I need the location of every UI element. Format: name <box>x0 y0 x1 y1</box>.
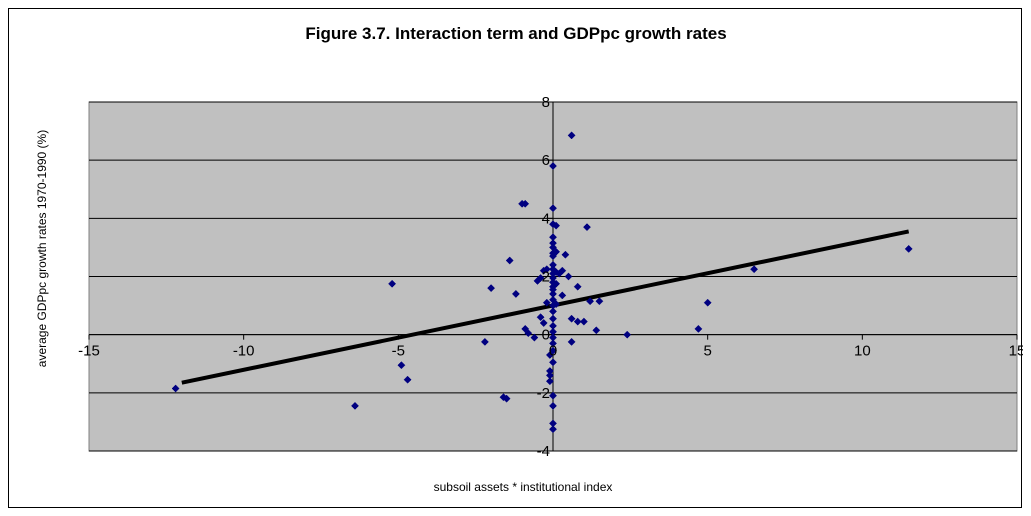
data-points <box>171 131 913 434</box>
data-point <box>567 131 576 140</box>
data-point <box>542 298 551 307</box>
data-point <box>549 425 557 434</box>
data-point <box>904 244 913 253</box>
data-point <box>586 297 595 306</box>
data-point <box>579 317 588 326</box>
data-point <box>573 317 582 326</box>
chart-title: Figure 3.7. Interaction term and GDPpc g… <box>305 24 726 43</box>
x-tick-label: 0 <box>549 343 557 360</box>
y-tick-label: 4 <box>542 210 550 227</box>
data-point <box>539 319 548 327</box>
data-point <box>524 329 533 338</box>
data-point <box>592 326 601 335</box>
data-point <box>388 279 397 288</box>
data-point <box>536 274 545 282</box>
data-point <box>567 314 576 323</box>
x-tick-label: 15 <box>1009 343 1023 360</box>
x-tick-label: 5 <box>703 343 711 360</box>
data-point <box>552 247 561 256</box>
data-point <box>403 375 412 384</box>
data-point <box>558 291 567 300</box>
x-tick-label: -15 <box>78 343 100 360</box>
data-point <box>549 204 557 213</box>
data-point <box>511 289 520 298</box>
data-point <box>530 333 539 342</box>
data-point <box>487 284 496 293</box>
y-tick-label: 0 <box>542 327 550 344</box>
data-point <box>549 358 557 367</box>
y-tick-label: -4 <box>537 443 550 460</box>
data-point <box>595 297 604 306</box>
data-point <box>536 313 545 322</box>
data-point <box>549 401 557 410</box>
data-point <box>521 199 530 208</box>
data-point <box>542 265 551 274</box>
chart-svg: Figure 3.7. Interaction term and GDPpc g… <box>35 24 1023 494</box>
data-point <box>573 282 582 291</box>
data-point <box>567 337 576 346</box>
data-point <box>561 250 570 259</box>
chart-frame: Figure 3.7. Interaction term and GDPpc g… <box>8 8 1023 508</box>
data-point <box>505 256 514 265</box>
x-axis-title: subsoil assets * institutional index <box>434 480 613 494</box>
x-tick-label: -5 <box>392 343 405 360</box>
data-point <box>623 330 632 339</box>
y-axis-title: average GDPpc growth rates 1970-1990 (%) <box>35 130 49 367</box>
y-tick-label: -2 <box>537 385 550 402</box>
y-tick-label: 2 <box>542 269 550 286</box>
data-point <box>552 300 561 309</box>
data-point <box>549 162 557 170</box>
data-point <box>750 265 759 274</box>
data-point <box>558 266 567 275</box>
data-point <box>502 394 511 403</box>
y-tick-label: 6 <box>542 152 550 169</box>
data-point <box>549 346 557 355</box>
trend-line-layer <box>181 229 910 385</box>
y-tick-label: 8 <box>542 94 550 111</box>
data-point <box>552 279 561 288</box>
trend-line <box>181 229 910 385</box>
data-point <box>694 324 703 333</box>
x-tick-label: 10 <box>854 343 871 360</box>
data-point <box>480 337 489 346</box>
data-point <box>703 298 712 307</box>
data-point <box>552 221 561 230</box>
data-point <box>545 377 554 386</box>
x-tick-label: -10 <box>233 343 255 360</box>
data-point <box>397 361 406 370</box>
data-point <box>171 384 180 393</box>
data-point <box>583 223 591 232</box>
data-point <box>564 272 573 281</box>
data-point <box>549 391 557 400</box>
data-point <box>351 401 359 410</box>
tick-labels: -15 -10 -5 0 5 10 15 -4 -2 0 2 4 6 8 <box>78 94 1023 460</box>
